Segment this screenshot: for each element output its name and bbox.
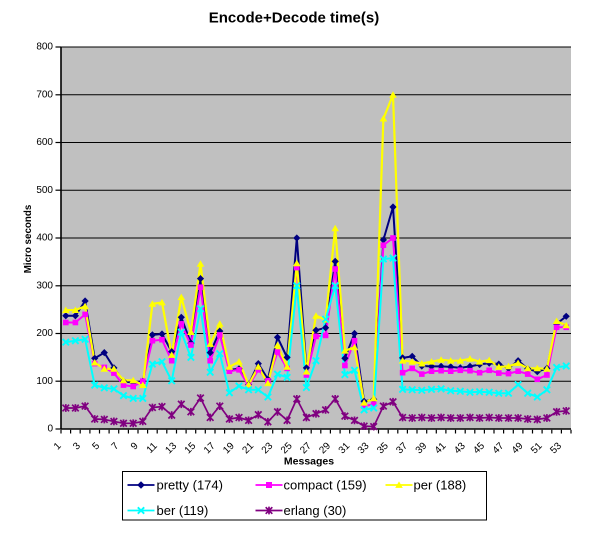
svg-text:200: 200 xyxy=(36,328,53,339)
svg-text:400: 400 xyxy=(36,233,53,244)
svg-text:600: 600 xyxy=(36,137,53,148)
svg-text:pretty (174): pretty (174) xyxy=(157,477,223,492)
svg-text:Messages: Messages xyxy=(284,456,334,468)
svg-text:300: 300 xyxy=(36,280,53,291)
svg-text:per (188): per (188) xyxy=(414,477,467,492)
svg-text:700: 700 xyxy=(36,89,53,100)
svg-text:500: 500 xyxy=(36,185,53,196)
svg-text:Micro seconds: Micro seconds xyxy=(23,204,34,273)
svg-text:100: 100 xyxy=(36,376,53,387)
svg-text:800: 800 xyxy=(36,42,53,53)
svg-text:Encode+Decode time(s): Encode+Decode time(s) xyxy=(209,10,379,27)
svg-text:compact (159): compact (159) xyxy=(284,477,367,492)
svg-text:0: 0 xyxy=(47,424,53,435)
svg-text:ber (119): ber (119) xyxy=(157,503,209,518)
svg-text:erlang (30): erlang (30) xyxy=(284,503,347,518)
